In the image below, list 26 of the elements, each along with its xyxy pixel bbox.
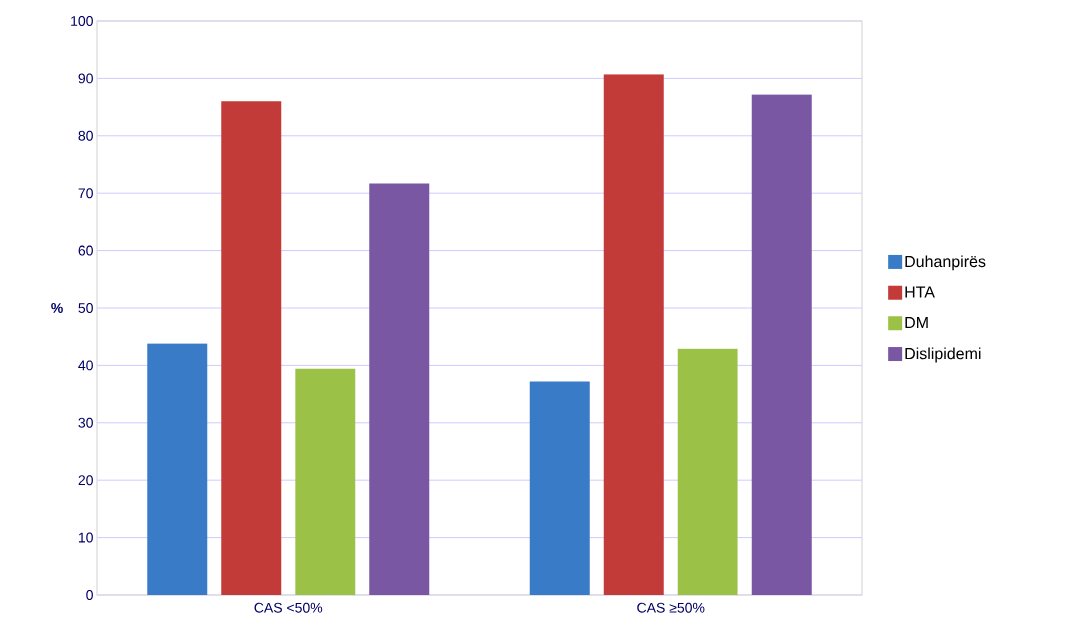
legend-label: HTA [905, 286, 935, 298]
y-tick-label: 40 [78, 360, 93, 371]
y-tick-label: 90 [78, 73, 93, 84]
y-tick-label: 30 [78, 417, 93, 428]
x-tick-label: CAS <50% [254, 602, 323, 613]
y-tick-label: 70 [78, 188, 93, 199]
x-tick-label: CAS ≥50% [637, 602, 705, 613]
bar [369, 183, 430, 595]
bar [295, 368, 356, 595]
y-axis-title: % [51, 303, 63, 313]
y-tick-label: 20 [78, 475, 93, 486]
bar [529, 381, 590, 595]
legend-label: Duhanpirës [905, 255, 986, 271]
y-tick-label: 10 [78, 532, 93, 543]
legend-label: Dislipidemi [905, 347, 981, 363]
y-tick-label: 60 [78, 245, 93, 256]
bar [147, 343, 208, 595]
y-tick-label: 0 [86, 590, 93, 600]
bar [603, 74, 664, 595]
y-tick-label: 100 [71, 16, 93, 26]
bar [677, 348, 738, 595]
y-tick-label: 80 [78, 130, 93, 141]
bar [751, 94, 812, 595]
bar [221, 101, 282, 595]
y-tick-label: 50 [78, 303, 93, 313]
legend-label: DM [905, 316, 928, 328]
